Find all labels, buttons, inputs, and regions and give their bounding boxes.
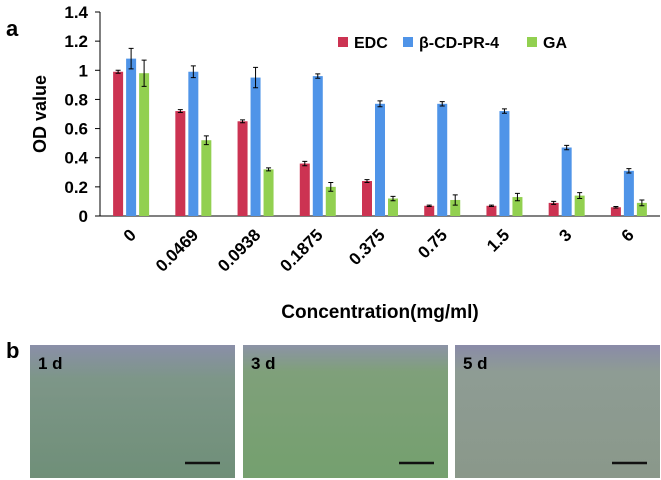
x-tick-label: 6: [618, 225, 638, 245]
legend-swatch: [527, 37, 537, 47]
error-bar: [128, 47, 134, 70]
error-bar: [514, 192, 520, 202]
error-bar: [564, 144, 570, 151]
x-tick-label: 0.0469: [152, 225, 202, 275]
error-bar: [551, 200, 557, 205]
legend-swatch: [403, 37, 413, 47]
image-label: 1 d: [38, 354, 63, 373]
bar: [561, 147, 572, 216]
y-tick-label: 0.8: [64, 90, 88, 109]
y-tick-label: 1: [79, 61, 88, 80]
x-tick-label: 0.75: [414, 225, 451, 262]
image: [30, 345, 235, 478]
micrograph: 5 d: [455, 345, 660, 478]
bar: [299, 163, 310, 216]
bar: [636, 202, 647, 216]
bar: [574, 195, 585, 216]
bar: [437, 103, 448, 216]
panel-label: b: [6, 338, 19, 363]
error-bar: [190, 65, 196, 79]
error-bar: [639, 199, 645, 207]
error-bar: [439, 101, 445, 107]
error-bar: [203, 135, 209, 146]
error-bar: [315, 73, 321, 79]
bar: [113, 71, 124, 216]
legend-swatch: [338, 37, 348, 47]
y-tick-label: 0: [79, 207, 88, 226]
image-label: 3 d: [251, 354, 276, 373]
x-axis-title: Concentration(mg/ml): [281, 302, 478, 323]
error-bar: [240, 119, 246, 124]
x-tick-label: 0.1875: [276, 225, 326, 275]
panel-label: a: [6, 16, 19, 41]
error-bar: [626, 168, 632, 174]
image: [243, 345, 448, 478]
bar: [250, 77, 261, 216]
x-tick-label: 0: [120, 225, 140, 245]
x-tick-label: 0.375: [345, 225, 389, 269]
error-bar: [328, 181, 334, 192]
x-tick-label: 1.5: [483, 225, 513, 255]
bar: [486, 205, 497, 216]
error-bar: [115, 69, 121, 74]
bar: [362, 181, 372, 216]
x-tick-label: 0.0938: [214, 225, 264, 275]
legend-label: GA: [543, 35, 567, 52]
bar: [325, 186, 336, 216]
bar: [450, 199, 461, 216]
error-bar: [390, 195, 396, 202]
bar: [188, 71, 199, 216]
bar: [610, 207, 621, 216]
error-bar: [364, 179, 370, 183]
bar: [388, 198, 398, 216]
bar: [201, 140, 212, 216]
error-bar: [488, 204, 494, 208]
y-axis-title: OD value: [30, 75, 50, 153]
error-bar: [302, 160, 308, 167]
bar: [375, 103, 385, 216]
y-tick-label: 1.4: [64, 3, 88, 22]
bar-chart: 0 0.2 0.4 0.6 0.8 1 1.2 1.4 OD value Concentratio…: [30, 3, 660, 323]
legend-label: β-CD-PR-4: [419, 35, 499, 52]
bar: [175, 111, 186, 216]
bar: [237, 121, 248, 216]
error-bar: [613, 206, 619, 209]
error-bar: [253, 66, 259, 89]
y-tick-label: 0.6: [64, 120, 88, 139]
image: [455, 345, 660, 478]
bar: [623, 170, 634, 216]
y-tick-label: 1.2: [64, 32, 88, 51]
image-label: 5 d: [463, 354, 488, 373]
error-bar: [577, 192, 583, 200]
bar: [126, 58, 137, 216]
error-bar: [177, 109, 183, 114]
error-bar: [452, 194, 458, 206]
x-tick-label: 3: [555, 225, 575, 245]
bar: [499, 111, 510, 216]
bar: [263, 169, 274, 216]
micrograph: 3 d: [243, 345, 448, 478]
micrograph: 1 d: [30, 345, 235, 478]
error-bar: [501, 108, 507, 114]
bar: [424, 205, 435, 216]
error-bar: [141, 59, 147, 87]
bar: [312, 76, 323, 216]
error-bar: [266, 167, 272, 172]
error-bar: [377, 100, 383, 108]
error-bar: [426, 204, 432, 208]
bar: [139, 73, 150, 216]
y-tick-label: 0.4: [64, 149, 88, 168]
y-tick-label: 0.2: [64, 178, 88, 197]
legend-label: EDC: [354, 35, 388, 52]
bar: [512, 197, 523, 216]
bar: [548, 202, 559, 216]
